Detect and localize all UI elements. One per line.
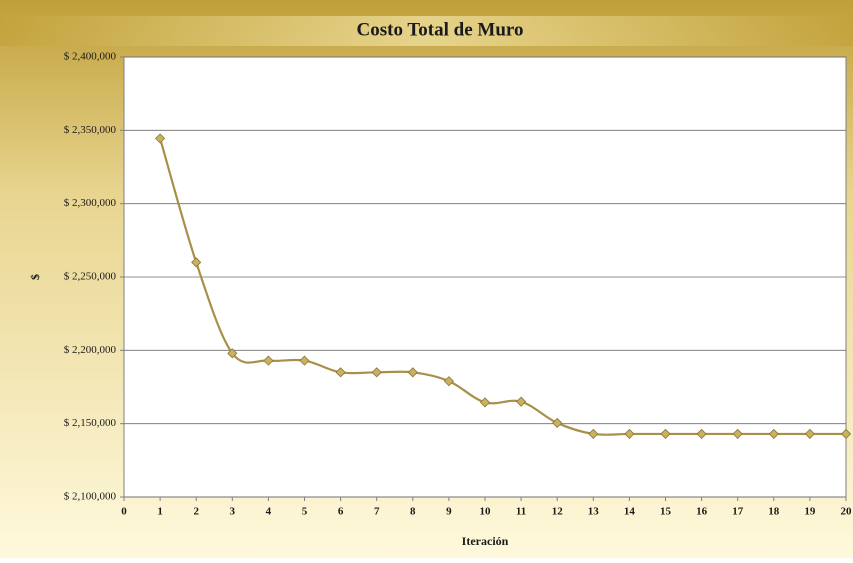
data-point	[479, 397, 491, 408]
data-point	[371, 367, 382, 378]
data-point	[840, 428, 852, 439]
x-tick-label: 20	[841, 506, 853, 518]
chart-title: Costo Total de Muro	[357, 19, 524, 40]
x-tick-label: 18	[768, 506, 780, 518]
series-line	[159, 138, 846, 436]
data-point	[696, 428, 707, 439]
y-tick-label: $ 2,350,000	[64, 124, 117, 136]
data-point	[299, 355, 310, 366]
data-point	[624, 428, 635, 439]
x-tick-label: 17	[732, 506, 744, 518]
x-tick-label: 11	[516, 506, 526, 518]
x-tick-label: 7	[374, 506, 380, 518]
y-tick-label: $ 2,400,000	[64, 51, 117, 63]
data-point	[768, 428, 779, 439]
data-point	[660, 428, 671, 439]
x-tick-label: 12	[552, 506, 564, 518]
data-point	[335, 367, 346, 378]
x-tick-label: 5	[302, 506, 308, 518]
title-band	[0, 16, 853, 46]
data-point	[155, 133, 166, 144]
data-point	[227, 348, 238, 359]
y-axis-label: $	[28, 274, 42, 280]
data-point	[552, 417, 563, 428]
x-axis-label: Iteración	[462, 534, 509, 548]
x-tick-label: 6	[338, 506, 344, 518]
data-point	[443, 376, 454, 387]
x-tick-label: 2	[193, 506, 199, 518]
x-tick-label: 9	[446, 506, 452, 518]
x-tick-label: 10	[480, 506, 492, 518]
x-tick-label: 8	[410, 506, 416, 518]
x-tick-label: 15	[660, 506, 672, 518]
y-tick-label: $ 2,200,000	[64, 344, 117, 356]
data-point	[516, 396, 527, 407]
x-tick-label: 0	[121, 506, 127, 518]
y-tick-label: $ 2,100,000	[64, 491, 117, 503]
y-tick-label: $ 2,300,000	[64, 197, 117, 209]
x-tick-label: 13	[588, 506, 600, 518]
data-point	[407, 367, 418, 378]
x-tick-label: 14	[624, 506, 636, 518]
y-tick-label: $ 2,150,000	[64, 417, 117, 429]
data-point	[804, 428, 815, 439]
x-tick-label: 16	[696, 506, 708, 518]
x-tick-label: 4	[266, 506, 272, 518]
x-tick-label: 3	[230, 506, 236, 518]
x-tick-label: 19	[804, 506, 816, 518]
y-tick-label: $ 2,250,000	[64, 271, 117, 283]
data-point	[263, 355, 274, 366]
data-point	[732, 428, 743, 439]
data-point	[191, 257, 202, 268]
x-tick-label: 1	[157, 506, 163, 518]
data-point	[588, 428, 599, 439]
